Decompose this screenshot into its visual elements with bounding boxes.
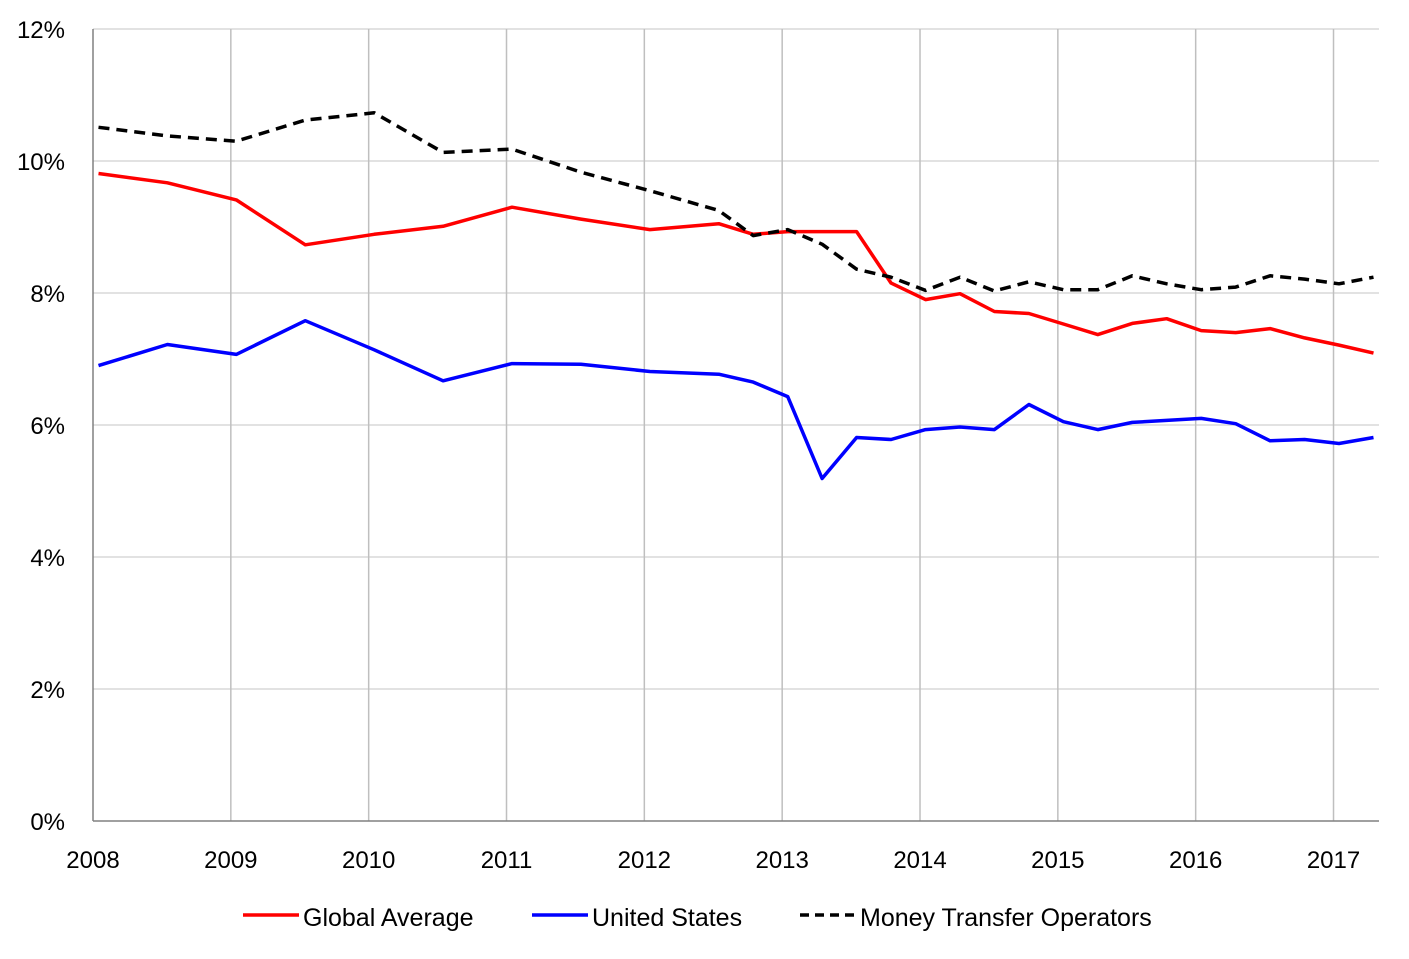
y-tick-label: 10% — [17, 149, 65, 176]
x-tick-label: 2013 — [755, 847, 808, 874]
vertical-gridlines — [230, 29, 1335, 821]
x-tick-label: 2015 — [1031, 847, 1084, 874]
x-tick-label: 2012 — [618, 847, 671, 874]
y-tick-label: 12% — [17, 17, 65, 44]
y-tick-label: 8% — [30, 281, 65, 308]
x-tick-label: 2009 — [204, 847, 257, 874]
legend-label-money-transfer-operators: Money Transfer Operators — [860, 904, 1152, 932]
series-lines — [97, 111, 1374, 481]
x-tick-label: 2016 — [1169, 847, 1222, 874]
legend-label-united-states: United States — [592, 904, 742, 932]
y-tick-label: 6% — [30, 413, 65, 440]
series-line-money-transfer-operators — [98, 111, 1374, 293]
series-line-united-states — [97, 318, 1374, 481]
x-tick-label: 2017 — [1307, 847, 1360, 874]
x-tick-label: 2010 — [342, 847, 395, 874]
y-tick-label: 2% — [30, 677, 65, 704]
y-tick-label: 4% — [30, 545, 65, 572]
series-line-global-average — [98, 171, 1374, 355]
x-tick-label: 2011 — [481, 847, 533, 874]
x-tick-label: 2014 — [893, 847, 946, 874]
y-axis-tick-labels: 0% 2% 4% 6% 8% 10% 12% — [17, 17, 65, 836]
legend-label-global-average: Global Average — [303, 904, 474, 932]
horizontal-gridlines — [93, 28, 1379, 690]
x-axis-tick-labels: 2008 2009 2010 2011 2012 2013 2014 2015 2016 2017 — [66, 847, 1360, 874]
legend: Global Average United States Money Transfe… — [243, 904, 1152, 932]
x-tick-label: 2008 — [66, 847, 119, 874]
y-tick-label: 0% — [30, 809, 65, 836]
